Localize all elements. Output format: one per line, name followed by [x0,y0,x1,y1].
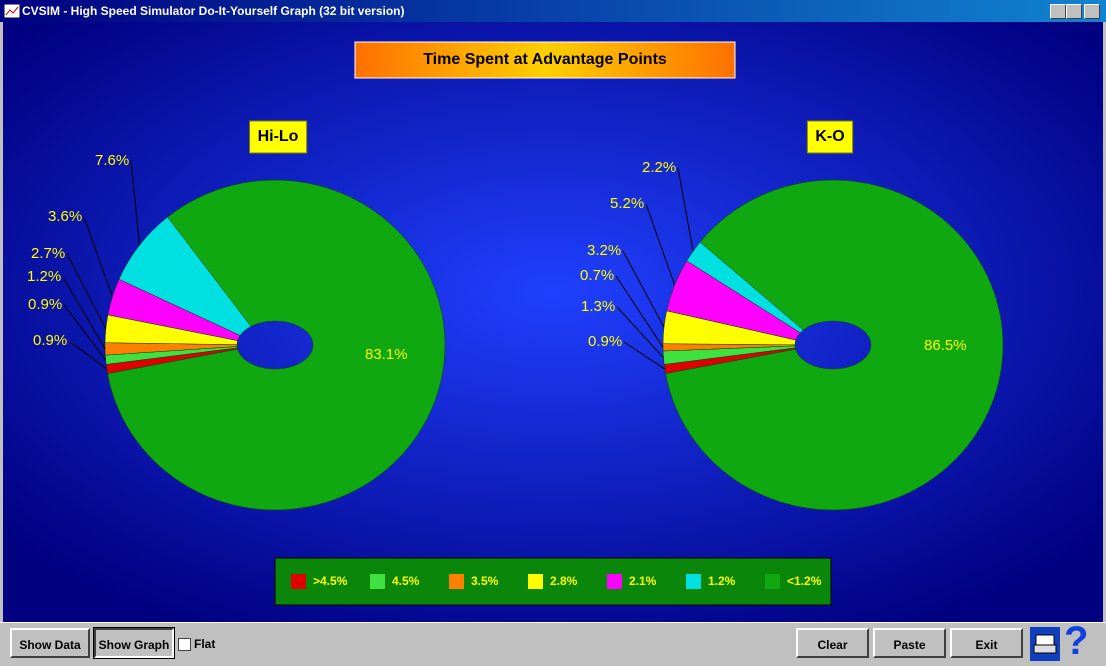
value-label: 5.2% [610,195,644,212]
exit-button[interactable]: Exit [950,628,1023,658]
legend-label: 1.2% [708,574,736,588]
value-label: 3.6% [48,208,82,225]
graph-title: Time Spent at Advantage Points [423,51,667,68]
leader-line [63,304,107,361]
chart-title: Hi-Lo [258,128,299,145]
title-bar: CVSIM - High Speed Simulator Do-It-Yours… [0,0,1106,22]
leader-line [130,160,141,246]
close-button[interactable] [1084,4,1100,19]
leader-line [68,340,108,370]
value-label: 7.6% [95,152,129,169]
minimize-button[interactable] [1050,4,1066,19]
legend-swatch [291,574,306,589]
donut-slice [665,179,1004,511]
toolbar: Show Data Show Graph Flat Clear Paste Ex… [0,619,1106,666]
legend-label: >4.5% [313,574,348,588]
paste-button[interactable]: Paste [873,628,946,658]
legend-label: 2.8% [550,574,578,588]
maximize-button[interactable] [1066,4,1082,19]
print-button[interactable] [1030,627,1060,661]
flat-checkbox[interactable] [178,638,191,651]
value-label: 2.7% [31,245,65,262]
value-label: 83.1% [365,346,408,363]
clear-button[interactable]: Clear [796,628,869,658]
legend-swatch [765,574,780,589]
chart-title-box [806,120,854,154]
window-title: CVSIM - High Speed Simulator Do-It-Yours… [22,4,405,18]
value-label: 1.2% [27,268,61,285]
legend-swatch [370,574,385,589]
leader-line [66,253,107,329]
legend-label: <1.2% [787,574,822,588]
leader-line [616,306,664,359]
app-icon [4,4,20,18]
chart-title: K-O [815,128,844,145]
help-button[interactable]: ? [1064,619,1089,663]
flat-label: Flat [194,637,216,651]
value-label: 0.7% [580,267,614,284]
show-graph-button[interactable]: Show Graph [93,627,175,659]
leader-line [62,276,106,350]
leader-line [615,275,664,348]
legend-swatch [449,574,464,589]
value-label: 1.3% [581,298,615,315]
legend-label: 2.1% [629,574,657,588]
leader-line [622,250,665,328]
value-label: 0.9% [588,333,622,350]
chart-title-box [249,120,308,154]
donut-slice [107,179,446,511]
legend-swatch [686,574,701,589]
value-label: 0.9% [28,296,62,313]
legend-swatch [528,574,543,589]
value-label: 0.9% [33,332,67,349]
legend-label: 4.5% [392,574,420,588]
leader-line [677,167,694,252]
legend-label: 3.5% [471,574,499,588]
legend-swatch [607,574,622,589]
value-label: 2.2% [642,159,676,176]
leader-line [645,203,676,286]
show-data-button[interactable]: Show Data [10,628,90,658]
leader-line [623,341,666,370]
value-label: 86.5% [924,337,967,354]
value-label: 3.2% [587,242,621,259]
leader-line [83,216,113,297]
header-box [354,41,736,79]
graph-area: Time Spent at Advantage Points >4.5% 4.5%… [3,22,1103,622]
legend-box [274,557,832,606]
